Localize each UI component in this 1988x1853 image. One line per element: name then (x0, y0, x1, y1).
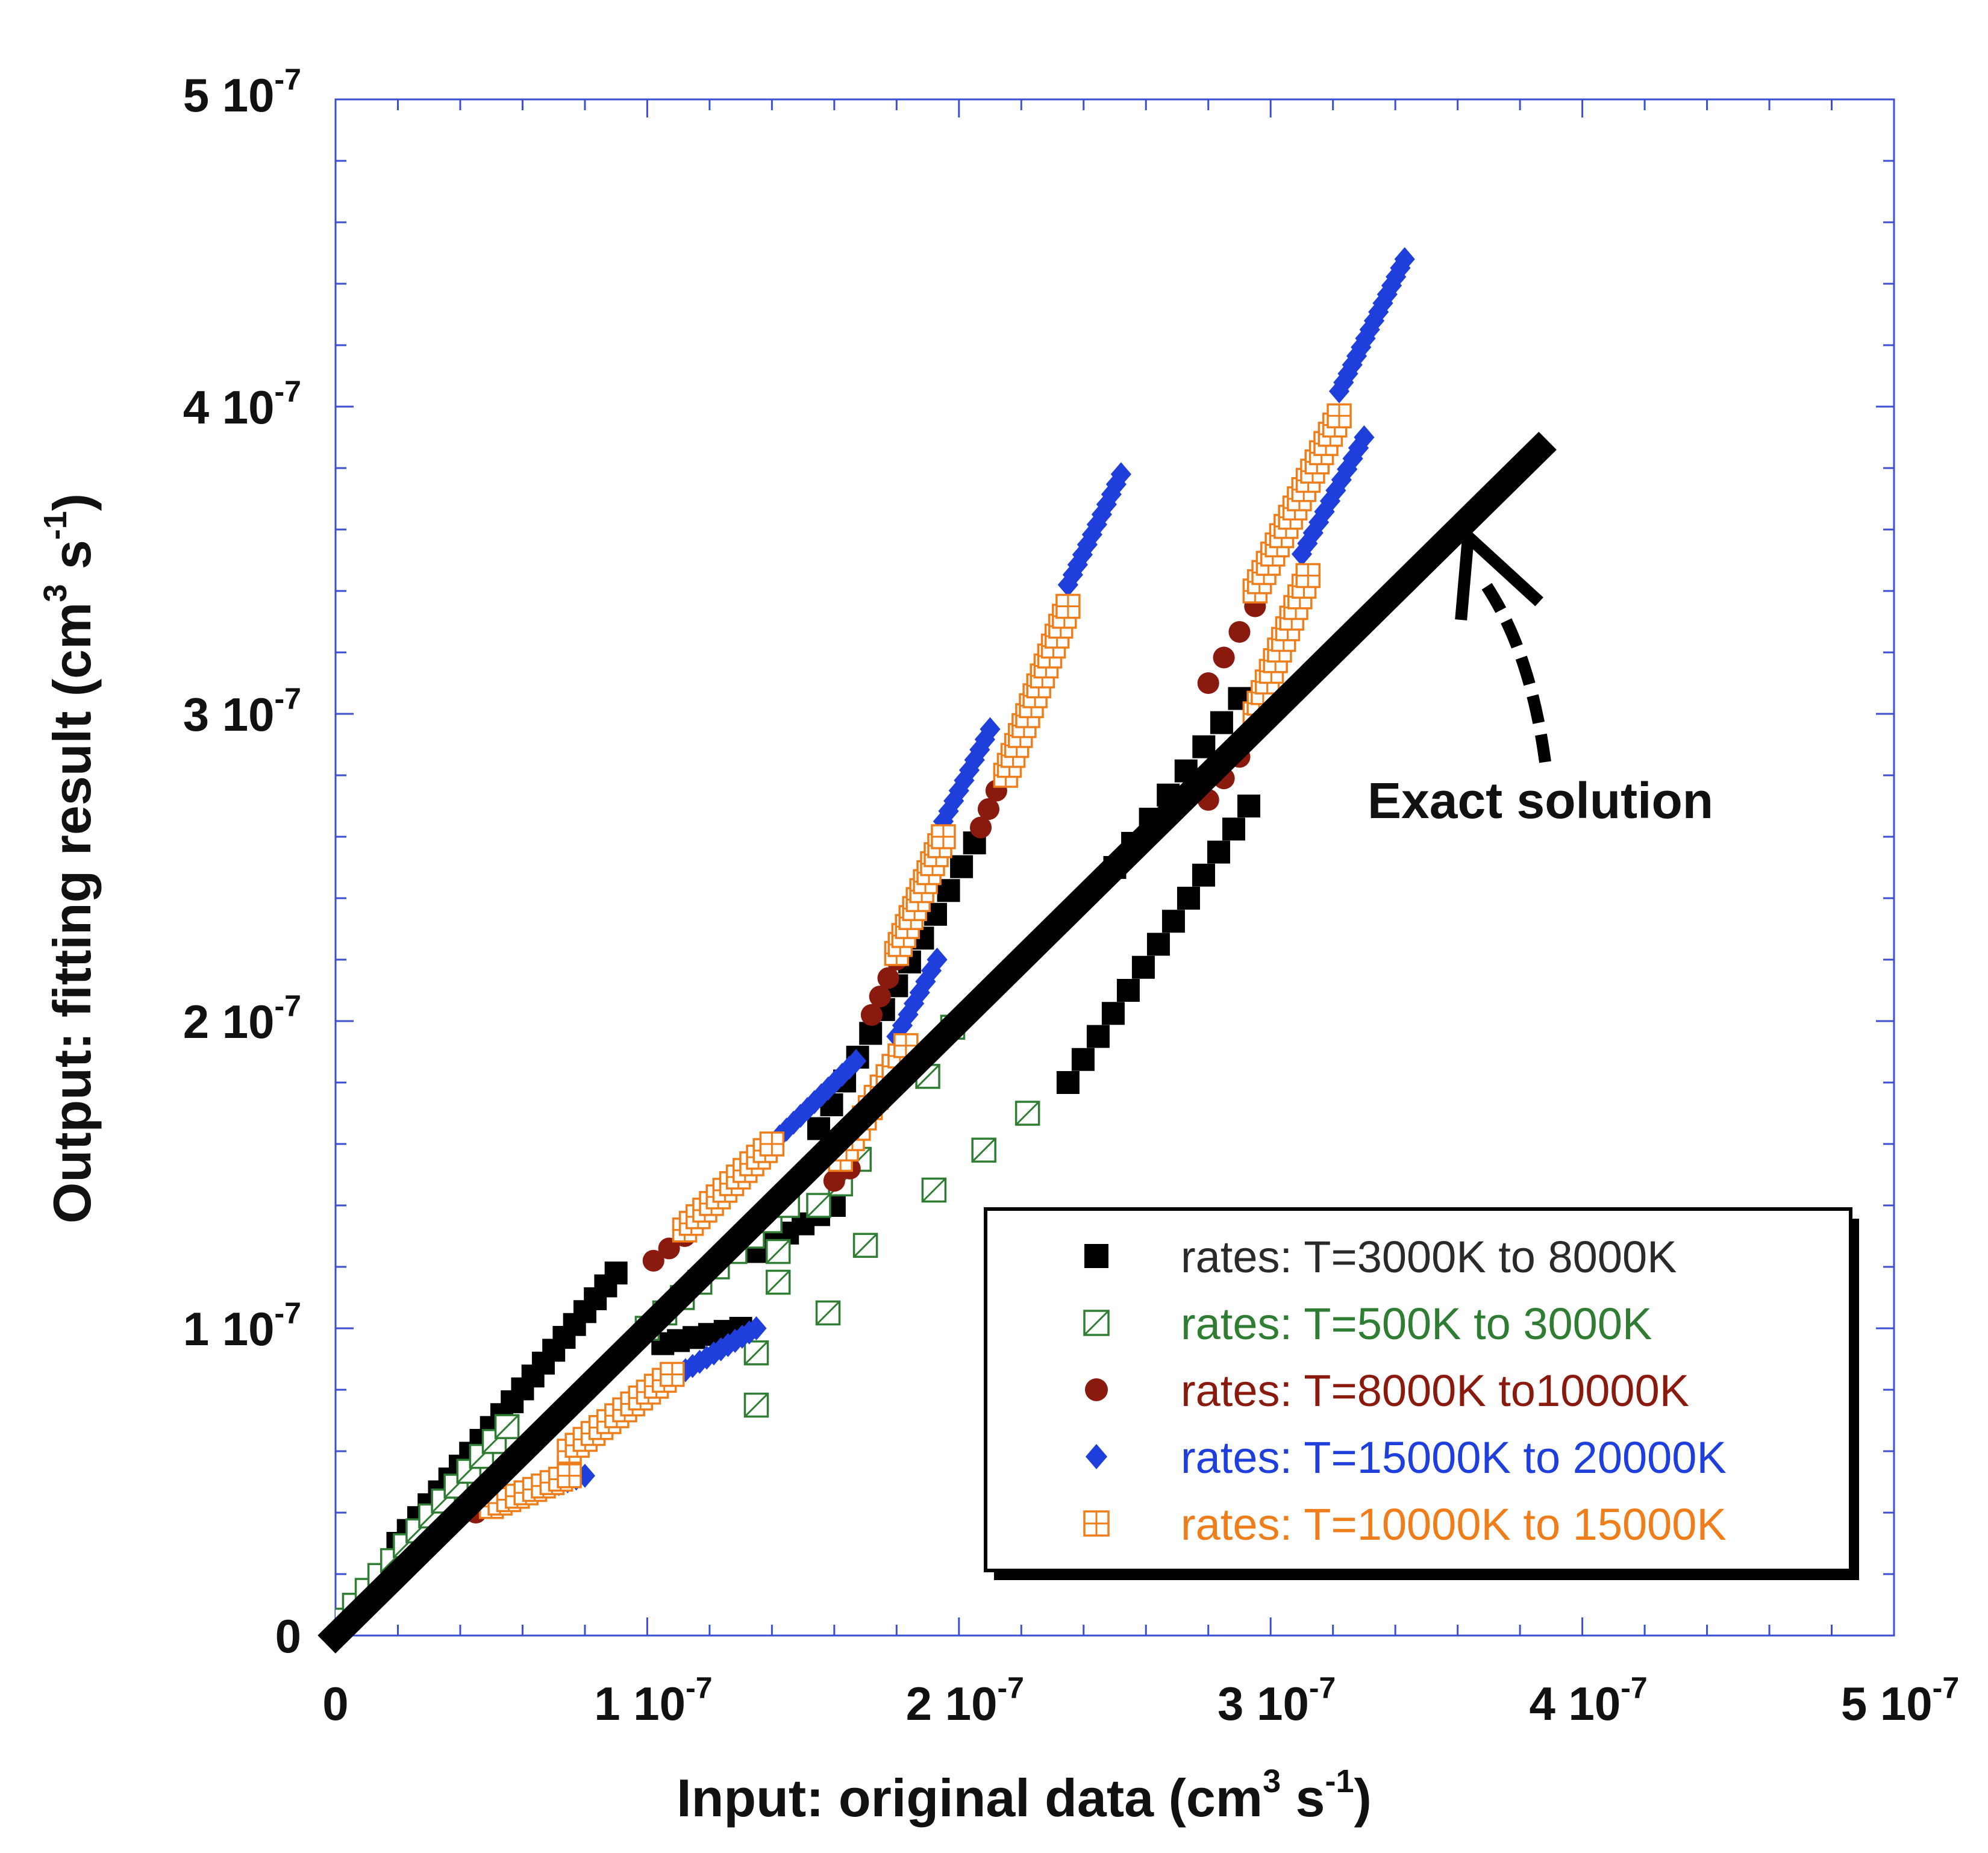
x-tick-label: 3 10-7 (1217, 1671, 1336, 1730)
legend-marker (1084, 1244, 1108, 1268)
data-point (1342, 446, 1363, 471)
data-point (915, 969, 936, 994)
data-point (1355, 326, 1376, 351)
data-point-hatch (922, 1178, 946, 1202)
data-point (746, 1316, 767, 1340)
y-tick-label: 4 10-7 (183, 375, 301, 434)
data-point (1192, 863, 1215, 887)
data-point (1131, 955, 1155, 979)
legend-label: rates: T=15000K to 20000K (1181, 1433, 1727, 1483)
data-point-hatch (495, 1414, 519, 1439)
data-point (1197, 672, 1219, 695)
data-point (921, 958, 942, 983)
data-point-hatch (816, 1301, 840, 1325)
exact-solution-line (317, 431, 1557, 1654)
data-point-hatch (744, 1340, 769, 1365)
y-tick-label: 0 (275, 1610, 301, 1663)
legend-label: rates: T=8000K to10000K (1181, 1366, 1689, 1416)
y-tick-label: 3 10-7 (183, 682, 301, 741)
data-point (604, 1261, 628, 1285)
data-point (1213, 646, 1235, 669)
data-point (1077, 533, 1098, 557)
data-point (877, 967, 899, 989)
y-tick-label: 5 10-7 (183, 63, 301, 122)
data-point (860, 1004, 883, 1026)
data-point (977, 798, 1000, 820)
data-point (1101, 482, 1122, 507)
data-point (1116, 979, 1140, 1002)
data-point-hatch (853, 1233, 878, 1258)
series-4 (478, 403, 1352, 1519)
data-point (1091, 502, 1112, 527)
x-tick-label: 5 10-7 (1841, 1671, 1959, 1730)
data-point (1210, 711, 1233, 734)
data-point (954, 768, 975, 793)
data-point-hatch (766, 1270, 790, 1295)
data-point (689, 1349, 710, 1374)
annotation-arrowhead (1455, 523, 1543, 620)
data-point (950, 855, 974, 878)
legend-marker (1086, 1444, 1107, 1469)
data-point-hatch (806, 1193, 831, 1218)
data-point (1086, 1025, 1110, 1048)
data-point-hatch (972, 1138, 996, 1163)
data-point (1105, 472, 1127, 496)
data-point (1056, 1071, 1080, 1094)
legend-box (984, 1207, 1852, 1572)
data-point (1177, 887, 1200, 910)
annotation: Exact solution (1368, 523, 1713, 829)
x-tick-label: 4 10-7 (1529, 1671, 1647, 1730)
legend-label: rates: T=10000K to 15000K (1181, 1499, 1727, 1549)
data-point (1110, 462, 1131, 487)
data-point (1354, 425, 1375, 449)
annotation-arrow (1480, 580, 1551, 763)
legend: rates: T=3000K to 8000K rates: T=500K to … (984, 1207, 1859, 1580)
data-point (1237, 795, 1260, 817)
x-axis-title: Input: original data (cm3 s-1) (677, 1763, 1372, 1828)
data-point (927, 948, 948, 972)
data-point (675, 1358, 696, 1383)
data-point (958, 758, 980, 783)
data-point (969, 816, 992, 839)
data-point (1222, 817, 1245, 841)
x-tick-label: 1 10-7 (594, 1671, 712, 1730)
data-point (1228, 620, 1251, 643)
y-axis-title: Output: fitting result (cm3 s-1) (37, 493, 102, 1223)
legend-label: rates: T=500K to 3000K (1181, 1299, 1652, 1349)
exact-solution-layer (317, 431, 1557, 1654)
data-point (1394, 247, 1415, 272)
data-point (823, 1170, 845, 1192)
legend-marker (1085, 1378, 1108, 1401)
annotation-text: Exact solution (1368, 772, 1713, 829)
data-point (1146, 933, 1170, 956)
data-point (1297, 531, 1318, 556)
data-point (1161, 910, 1185, 933)
data-point (658, 1237, 680, 1260)
data-point-hatch (744, 1393, 769, 1417)
data-point (845, 1049, 867, 1073)
y-tick-label: 2 10-7 (183, 989, 301, 1048)
legend-label: rates: T=3000K to 8000K (1181, 1232, 1677, 1282)
y-tick-label: 1 10-7 (183, 1296, 301, 1355)
data-point (1071, 1048, 1095, 1071)
x-tick-label: 0 (322, 1677, 348, 1730)
x-tick-label: 2 10-7 (906, 1671, 1024, 1730)
data-point (739, 1320, 760, 1345)
legend-marker-hatch (1083, 1310, 1110, 1336)
data-point-hatch (1015, 1101, 1040, 1126)
data-point-hatch (915, 1064, 940, 1089)
data-point (642, 1249, 664, 1272)
data-point (1192, 735, 1216, 758)
data-point-hatch (766, 1239, 790, 1264)
data-point (1207, 840, 1230, 864)
data-point (1101, 1002, 1125, 1025)
legend-items: rates: T=3000K to 8000K rates: T=500K to … (1083, 1232, 1727, 1549)
data-point (1291, 542, 1313, 566)
data-point (980, 717, 1001, 742)
tick-labels: 0 1 10-7 2 10-7 3 10-7 4 10-7 5 10-7 0 1 10-7 2 … (183, 63, 1959, 1730)
data-point (869, 986, 891, 1008)
